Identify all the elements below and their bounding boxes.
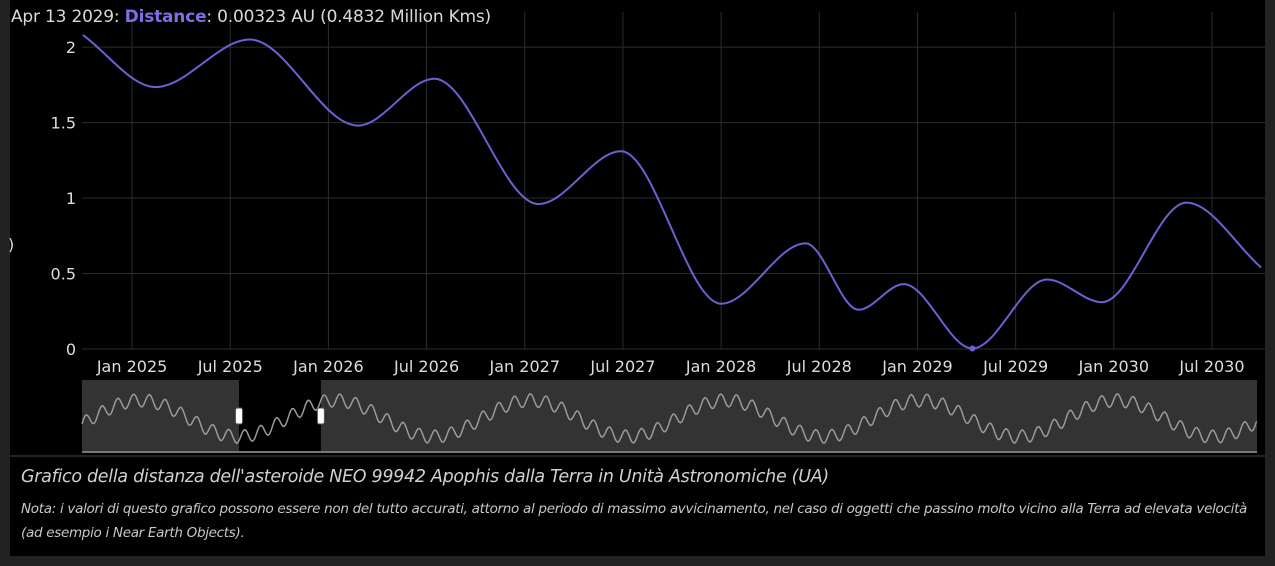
hover-marker <box>969 345 976 352</box>
tooltip-date: Apr 13 2029 <box>11 7 114 27</box>
x-tick-label: Jan 2025 <box>96 357 167 376</box>
caption-title: Grafico della distanza dell'asteroide NE… <box>21 467 829 487</box>
navigator-handle-right[interactable] <box>316 407 325 425</box>
tooltip-value: : 0.00323 AU (0.4832 Million Kms) <box>206 7 491 27</box>
navigator-series-line <box>81 392 1258 445</box>
y-tick-label: 2 <box>66 38 76 57</box>
x-tick-label: Jul 2026 <box>393 357 459 376</box>
x-tick-label: Jan 2027 <box>489 357 560 376</box>
y-tick-label: 1.5 <box>51 114 76 133</box>
x-tick-label: Jan 2026 <box>292 357 363 376</box>
x-tick-label: Jul 2025 <box>197 357 263 376</box>
navigator-mask-left <box>82 380 239 452</box>
navigator-mask-right <box>320 380 1258 452</box>
y-tick-label: 0 <box>66 340 76 359</box>
chart-caption: Grafico della distanza dell'asteroide NE… <box>10 457 1265 556</box>
range-navigator[interactable] <box>81 380 1258 453</box>
series-line-distance <box>82 34 1262 350</box>
x-tick-label: Jul 2030 <box>1178 357 1244 376</box>
y-tick-label: 1 <box>66 189 76 208</box>
x-tick-label: Jan 2028 <box>685 357 756 376</box>
y-axis-label: ) <box>8 235 14 254</box>
caption-note: Nota: i valori di questo grafico possono… <box>21 501 1248 541</box>
x-tick-label: Jul 2028 <box>786 357 852 376</box>
tooltip: Apr 13 2029: Distance: 0.00323 AU (0.483… <box>11 7 491 27</box>
y-tick-label: 0.5 <box>51 265 76 284</box>
navigator-handle-left[interactable] <box>234 407 243 425</box>
x-tick-label: Jan 2029 <box>881 357 952 376</box>
x-tick-label: Jul 2027 <box>589 357 655 376</box>
x-tick-label: Jan 2030 <box>1078 357 1149 376</box>
chart-panel <box>10 0 1265 455</box>
tooltip-series-name: Distance <box>124 7 207 27</box>
x-tick-label: Jul 2029 <box>982 357 1048 376</box>
